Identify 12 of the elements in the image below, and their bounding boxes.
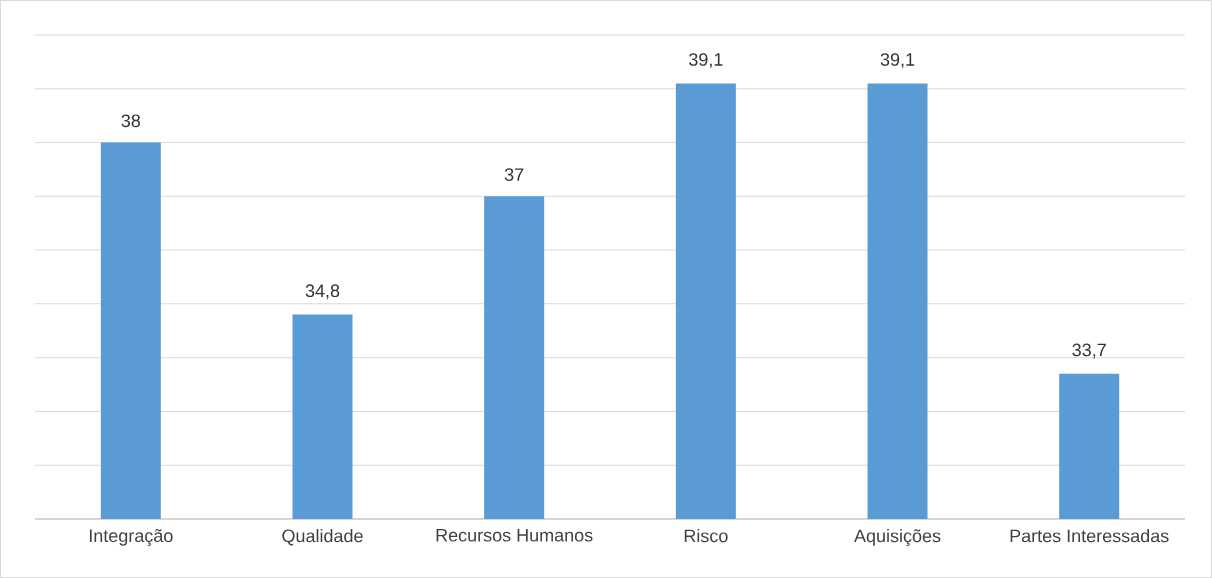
data-label: 33,7	[1072, 343, 1106, 359]
x-tick-label: Risco	[684, 529, 728, 543]
data-label: 39,1	[880, 53, 915, 69]
x-tick-label: Aquisições	[854, 529, 941, 546]
data-label: 34,8	[305, 284, 340, 300]
x-tick-label: Integração	[89, 529, 173, 546]
data-label: 38	[121, 114, 141, 128]
x-tick-label: Partes Interessadas	[1010, 529, 1169, 543]
data-label: 37	[504, 168, 524, 181]
x-tick-label: Qualidade	[282, 529, 363, 546]
x-tick-label: Recursos Humanos	[436, 529, 593, 542]
data-label: 39,1	[689, 53, 723, 69]
